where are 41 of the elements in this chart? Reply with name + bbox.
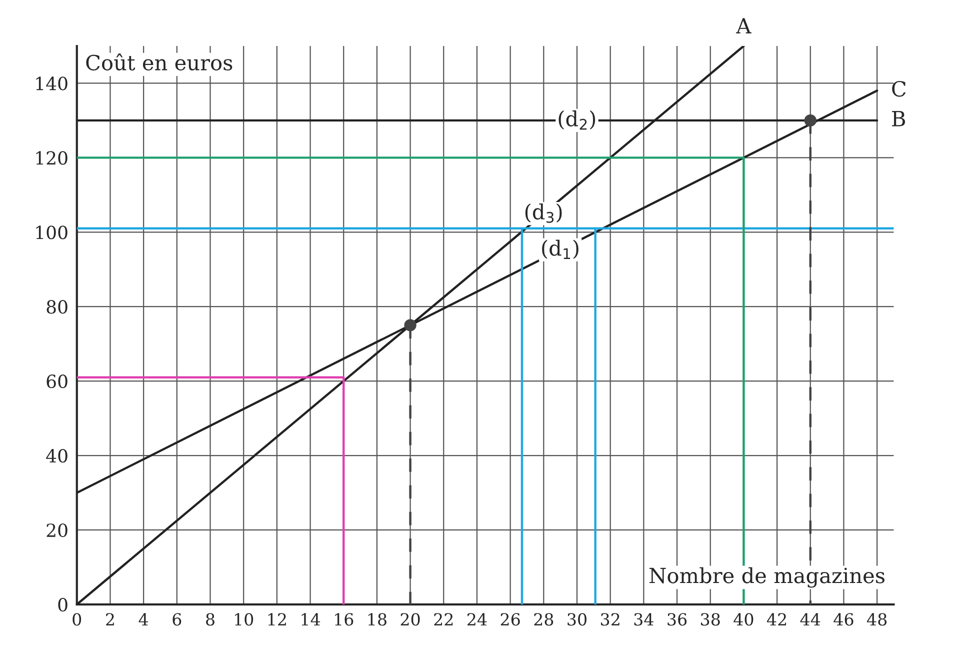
- y-tick-label: 20: [46, 523, 68, 538]
- x-tick-label: 38: [701, 613, 720, 626]
- x-tick-label: 46: [834, 613, 854, 626]
- y-tick-label: 80: [46, 300, 68, 314]
- annotation: C: [892, 80, 906, 97]
- x-tick-label: 18: [368, 613, 386, 626]
- x-tick-label: 2: [106, 613, 114, 626]
- x-tick-label: 40: [734, 613, 754, 626]
- y-tick-label: 60: [46, 374, 68, 388]
- x-tick-label: 22: [434, 613, 453, 626]
- annotation: B: [892, 111, 905, 126]
- x-tick-label: 8: [206, 613, 214, 626]
- x-tick-label: 0: [72, 613, 82, 626]
- y-axis-title: Coût en euros: [86, 54, 232, 70]
- x-tick-label: 48: [866, 613, 887, 626]
- annotation: A: [736, 18, 752, 34]
- x-tick-label: 14: [302, 613, 320, 626]
- x-tick-label: 36: [668, 613, 687, 626]
- annotation: (d$_{1}$): [542, 240, 578, 259]
- x-tick-label: 16: [335, 613, 354, 626]
- x-tick-label: 20: [400, 613, 420, 626]
- x-tick-label: 42: [766, 613, 786, 626]
- y-tick-label: 40: [46, 448, 68, 463]
- x-tick-label: 10: [235, 613, 254, 626]
- y-tick-label: 100: [36, 226, 68, 240]
- x-tick-label: 32: [601, 613, 620, 626]
- x-tick-label: 28: [534, 613, 554, 626]
- x-tick-label: 24: [467, 613, 487, 626]
- x-tick-label: 12: [268, 613, 286, 626]
- annotation: (d$_{2}$): [558, 110, 596, 130]
- x-tick-label: 34: [634, 613, 654, 626]
- y-tick-label: 140: [36, 76, 68, 90]
- y-tick-label: 120: [36, 151, 68, 165]
- y-tick-label: 0: [58, 598, 68, 612]
- x-tick-label: 26: [500, 613, 520, 626]
- x-tick-label: 44: [800, 613, 820, 626]
- x-tick-label: 6: [172, 613, 182, 626]
- x-axis-title: Nombre de magazines: [650, 567, 884, 588]
- annotation: (d$_{3}$): [525, 203, 562, 223]
- x-tick-label: 30: [568, 613, 586, 626]
- x-tick-label: 4: [138, 613, 148, 626]
